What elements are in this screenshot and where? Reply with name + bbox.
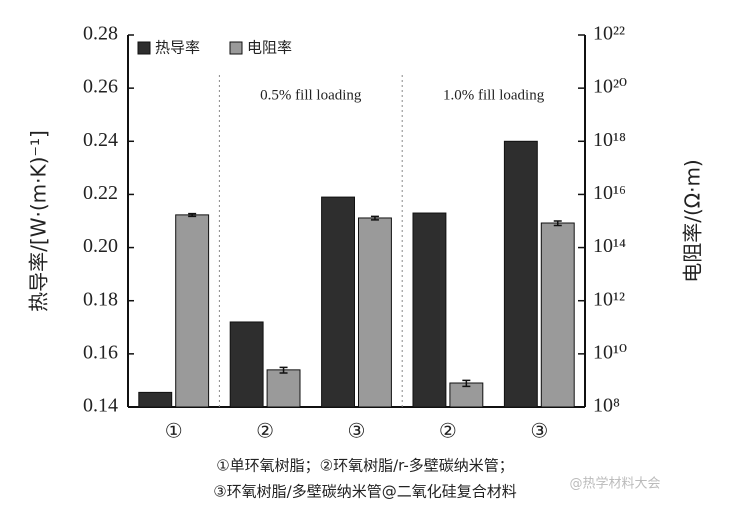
x-tick-label: ③ [530, 421, 548, 443]
annotation: 1.0% fill loading [443, 87, 545, 103]
bar [503, 140, 538, 408]
y-tick-label: 0.26 [83, 76, 118, 98]
bar [540, 222, 575, 408]
y2-tick-label: 10¹⁸ [593, 129, 626, 151]
bar [358, 217, 392, 408]
bar [138, 391, 173, 408]
error-bar [462, 379, 471, 388]
y2-tick-label: 10⁸ [593, 395, 620, 417]
y2-axis-label: 电阻率/(Ω·m) [681, 159, 705, 282]
bar [412, 212, 447, 408]
error-bar [553, 220, 562, 227]
watermark: @热学材料大会 [569, 476, 660, 492]
y2-tick-label: 10¹⁶ [593, 182, 626, 204]
y-tick-label: 0.20 [83, 235, 118, 257]
bar [321, 196, 356, 408]
y2-tick-label: 10¹⁴ [593, 235, 626, 257]
legend-swatch [137, 41, 151, 55]
error-bar [279, 366, 288, 374]
bar [229, 321, 264, 408]
y-tick-label: 0.22 [83, 182, 118, 204]
legend-label: 热导率 [155, 39, 200, 57]
y-tick-label: 0.24 [83, 129, 118, 151]
x-tick-label: ③ [348, 421, 366, 443]
y-tick-label: 0.16 [83, 341, 118, 363]
y2-tick-label: 10²² [593, 23, 625, 45]
x-tick-label: ① [165, 421, 183, 443]
caption: ③环氧树脂/多壁碳纳米管@二氧化硅复合材料 [213, 483, 517, 501]
y2-tick-label: 10¹⁰ [593, 341, 627, 363]
error-bar [370, 215, 379, 221]
y-axis-label: 热导率/[W·(m·K)⁻¹] [27, 130, 51, 312]
annotation: 0.5% fill loading [260, 87, 362, 103]
error-bar [188, 212, 197, 218]
y-tick-label: 0.28 [83, 23, 118, 45]
y2-tick-label: 10¹² [593, 288, 625, 310]
bar [266, 369, 301, 408]
x-tick-label: ② [439, 421, 457, 443]
y2-tick-label: 10²⁰ [593, 76, 627, 98]
legend-swatch [229, 41, 243, 55]
y-tick-label: 0.14 [83, 395, 118, 417]
y-tick-label: 0.18 [83, 288, 118, 310]
caption: ①单环氧树脂；②环氧树脂/r-多壁碳纳米管； [216, 457, 514, 475]
bar [175, 214, 210, 408]
x-tick-label: ② [256, 421, 274, 443]
legend-label: 电阻率 [247, 39, 292, 57]
